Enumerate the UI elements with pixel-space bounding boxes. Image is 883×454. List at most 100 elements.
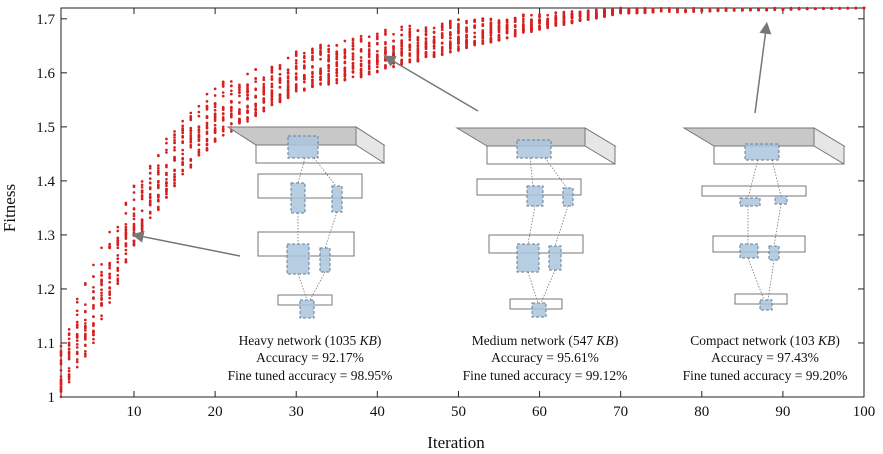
fitness-point	[189, 126, 193, 130]
fitness-point	[189, 158, 193, 161]
fitness-point	[181, 172, 185, 176]
fitness-point	[165, 171, 168, 175]
plot-frame	[60, 7, 865, 398]
fitness-point	[181, 119, 185, 123]
fitness-point	[432, 44, 436, 48]
fitness-point	[229, 122, 233, 126]
fitness-point	[667, 10, 671, 13]
y-tick-label: 1	[48, 390, 56, 406]
fitness-point	[335, 77, 339, 81]
fitness-point	[448, 22, 452, 26]
fitness-point	[294, 62, 298, 65]
fitness-point	[311, 48, 314, 52]
fitness-point	[75, 335, 79, 338]
fitness-point	[302, 65, 306, 69]
fitness-point	[270, 69, 274, 73]
fitness-point	[448, 36, 452, 40]
fitness-point	[59, 382, 63, 386]
fitness-point	[367, 44, 371, 48]
fitness-point	[124, 231, 128, 235]
x-tick-label: 30	[289, 404, 304, 420]
fitness-point	[521, 24, 525, 28]
scatter-points	[59, 6, 866, 399]
fitness-point	[416, 54, 420, 58]
kernel-block	[768, 245, 780, 261]
fitness-point	[246, 109, 249, 113]
fitness-point	[165, 182, 168, 185]
fitness-point	[92, 331, 95, 335]
fitness-point	[286, 85, 290, 89]
annotation-arrows	[131, 21, 772, 257]
kernel-block	[319, 247, 331, 273]
fitness-point	[457, 22, 460, 26]
fitness-point	[246, 96, 249, 100]
x-tick-label: 60	[532, 404, 547, 420]
fitness-point	[424, 30, 428, 33]
fitness-point	[311, 83, 314, 87]
fitness-point	[562, 21, 566, 25]
fitness-point	[554, 24, 558, 27]
fitness-point	[213, 113, 217, 116]
kernel-block	[526, 185, 544, 207]
fitness-point	[513, 24, 517, 27]
fitness-point	[270, 97, 274, 101]
compact-network-diagram	[682, 127, 846, 311]
fitness-point	[603, 10, 606, 14]
fitness-point	[408, 29, 412, 33]
fitness-point	[457, 25, 460, 29]
fitness-point	[189, 166, 193, 169]
fitness-point	[116, 277, 120, 281]
fitness-point	[67, 341, 71, 345]
fitness-point	[148, 166, 152, 170]
fitness-point	[351, 64, 355, 68]
fitness-point	[416, 43, 420, 47]
fitness-point	[213, 130, 217, 134]
y-tick-label: 1.3	[36, 228, 55, 244]
fitness-point	[416, 49, 420, 53]
fitness-point	[173, 179, 176, 182]
fitness-point	[294, 66, 298, 70]
connection-line	[540, 269, 556, 304]
caption-compact-title: Compact network (103 KB)	[690, 333, 840, 348]
fitness-point	[335, 68, 339, 72]
fitness-point	[108, 301, 112, 304]
fitness-point	[197, 135, 201, 139]
fitness-point	[448, 50, 452, 53]
fitness-point	[116, 254, 120, 257]
fitness-point	[432, 35, 436, 39]
caption-medium-title: Medium network (547 KB)	[472, 333, 619, 348]
fitness-point	[254, 87, 258, 91]
fitness-point	[205, 139, 209, 143]
kernel-block	[331, 185, 343, 213]
fitness-point	[116, 240, 120, 244]
fitness-point	[132, 227, 136, 231]
fitness-point	[75, 323, 79, 327]
fitness-point	[132, 214, 136, 218]
fitness-point	[92, 315, 95, 319]
fitness-point	[270, 103, 274, 107]
fitness-point	[108, 242, 112, 246]
fitness-point	[270, 75, 274, 78]
fitness-point	[67, 366, 71, 370]
fitness-point	[384, 30, 387, 34]
fitness-point	[229, 112, 233, 115]
fitness-point	[83, 354, 87, 358]
fitness-point	[302, 88, 306, 92]
connection-line	[747, 159, 759, 199]
fitness-point	[67, 357, 71, 361]
fitness-point	[262, 85, 266, 89]
fitness-point	[375, 60, 379, 64]
fitness-point	[238, 110, 241, 113]
fitness-point	[562, 14, 566, 18]
fitness-point	[367, 61, 371, 65]
arrow-compact	[754, 21, 772, 114]
fitness-point	[156, 207, 160, 211]
fitness-point	[124, 212, 128, 215]
fitness-point	[116, 279, 120, 283]
fitness-point	[359, 49, 363, 53]
fitness-point	[505, 27, 509, 31]
fitness-point	[327, 69, 331, 73]
fitness-point	[238, 112, 241, 116]
x-tick-label: 80	[694, 404, 709, 420]
kernel-block	[531, 302, 547, 318]
